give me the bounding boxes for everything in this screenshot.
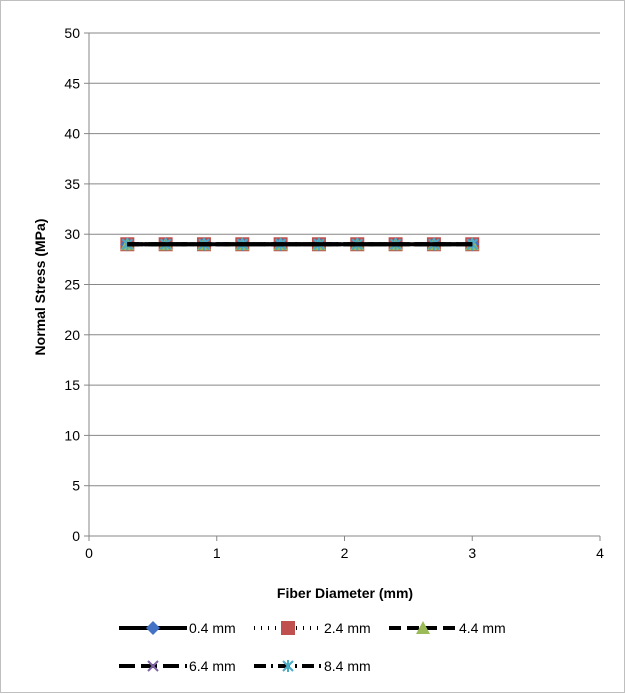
y-tick-label: 25 xyxy=(64,277,80,293)
y-tick-label: 20 xyxy=(64,327,80,343)
legend-marker xyxy=(281,621,295,635)
legend-item: 0.4 mm xyxy=(119,620,236,636)
y-tick-label: 40 xyxy=(64,126,80,142)
legend-item: 2.4 mm xyxy=(254,620,371,636)
legend-label: 2.4 mm xyxy=(324,620,371,636)
y-tick-label: 35 xyxy=(64,176,80,192)
y-tick-label: 45 xyxy=(64,75,80,91)
x-tick-label: 3 xyxy=(468,545,476,561)
legend-marker xyxy=(282,660,294,672)
y-tick-label: 0 xyxy=(72,528,80,544)
legend-label: 8.4 mm xyxy=(324,658,371,674)
x-tick-label: 0 xyxy=(85,545,93,561)
y-tick-label: 5 xyxy=(72,478,80,494)
data-series xyxy=(120,237,480,252)
x-axis-title: Fiber Diameter (mm) xyxy=(277,585,413,601)
legend-label: 0.4 mm xyxy=(189,620,236,636)
y-tick-label: 30 xyxy=(64,226,80,242)
legend: 0.4 mm 2.4 mm 4.4 mm 6.4 mm 8.4 mm xyxy=(119,620,506,674)
legend-marker xyxy=(146,621,160,635)
y-tick-label: 15 xyxy=(64,377,80,393)
x-tick-labels: 0 1 2 3 4 xyxy=(85,545,604,561)
y-axis-title: Normal Stress (MPa) xyxy=(32,219,48,356)
x-tick-label: 2 xyxy=(341,545,349,561)
x-tick-label: 4 xyxy=(596,545,604,561)
y-tick-labels: 0 5 10 15 20 25 30 35 40 45 50 xyxy=(64,25,80,544)
y-tick-label: 50 xyxy=(64,25,80,41)
y-tick-label: 10 xyxy=(64,427,80,443)
legend-item: 8.4 mm xyxy=(254,658,371,674)
axes xyxy=(84,32,601,541)
legend-marker xyxy=(147,660,159,672)
legend-item: 4.4 mm xyxy=(389,620,506,636)
gridlines xyxy=(89,32,600,487)
x-tick-label: 1 xyxy=(213,545,221,561)
legend-label: 6.4 mm xyxy=(189,658,236,674)
legend-marker xyxy=(416,621,430,634)
legend-label: 4.4 mm xyxy=(459,620,506,636)
legend-item: 6.4 mm xyxy=(119,658,236,674)
